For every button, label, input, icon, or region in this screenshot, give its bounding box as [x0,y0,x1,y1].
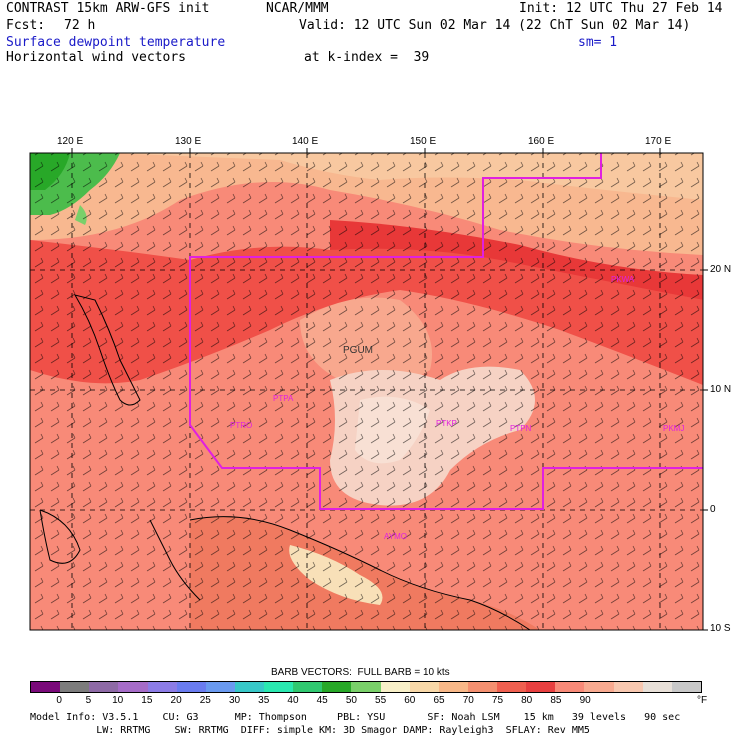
level-label: at k-index = 39 [304,50,430,65]
lon-label: 170 E [645,136,672,147]
map-field [30,153,703,630]
forecast-hours: 72 h [64,18,96,33]
model-title: CONTRAST 15km ARW-GFS init [6,1,210,16]
legend-swatch [89,682,119,692]
legend-swatch [409,682,439,692]
legend-level-label: 85 [550,695,562,706]
legend-swatch [234,682,264,692]
legend-swatch [584,682,614,692]
legend-level-label: 35 [258,695,270,706]
legend-swatch [118,682,148,692]
station-label: PTKP [436,419,457,428]
legend-level-label: 75 [491,695,504,706]
legend-level-label: 30 [228,695,241,706]
color-legend-bar [30,681,702,693]
legend-swatch [147,682,177,692]
station-label: PKMJ [663,424,685,433]
station-label: AYMO [384,532,407,541]
station-label: PKWA [611,275,635,284]
legend-swatch [176,682,206,692]
legend-swatch [438,682,468,692]
legend-swatch [642,682,672,692]
legend-level-label: 80 [521,695,533,706]
legend-swatch [497,682,527,692]
legend-level-label: 40 [287,695,299,706]
field-name: Surface dewpoint temperature [6,35,226,50]
legend-level-label: 90 [579,695,591,706]
lon-label: 140 E [292,136,319,147]
model-info-line2: LW: RRTMG SW: RRTMG DIFF: simple KM: 3D … [30,725,590,736]
legend-level-label: 5 [85,695,92,706]
init-time: Init: 12 UTC Thu 27 Feb 14 [519,1,723,16]
legend-swatch [613,682,643,692]
lat-label: 0 [710,504,716,515]
forecast-label: Fcst: [6,18,46,33]
station-label: PGUM [343,345,373,356]
legend-unit: °F [697,695,708,706]
legend-level-label: 60 [404,695,416,706]
model-info-line1: Model Info: V3.5.1 CU: G3 MP: Thompson P… [30,712,681,723]
legend-swatch [671,682,701,692]
lat-label: 20 N [710,264,732,275]
legend-level-label: 25 [199,695,211,706]
legend-swatch [380,682,410,692]
legend-level-label: 0 [56,695,62,706]
legend-swatch [526,682,556,692]
legend-swatch [205,682,235,692]
station-label: PTPA [273,394,294,403]
lat-label: 10 N [710,384,732,395]
legend-level-label: 10 [112,695,124,706]
legend-swatch [351,682,381,692]
legend-swatch [31,682,61,692]
legend-swatch [467,682,497,692]
lon-label: 160 E [528,136,555,147]
legend-level-label: 55 [375,695,387,706]
station-label: PTPN [510,424,532,433]
org-label: NCAR/MMM [266,1,329,16]
lat-label: 10 S [710,623,731,634]
legend-level-label: 70 [462,695,474,706]
legend-level-label: 65 [433,695,445,706]
vector-name: Horizontal wind vectors [6,50,187,65]
legend-level-label: 45 [316,695,328,706]
lon-label: 120 E [57,136,84,147]
legend-swatch [264,682,294,692]
barb-caption: BARB VECTORS: FULL BARB = 10 kts [271,667,450,678]
legend-level-label: 50 [345,695,357,706]
legend-swatch [555,682,585,692]
lon-label: 150 E [410,136,437,147]
station-label: PTRO [230,421,253,430]
valid-time: Valid: 12 UTC Sun 02 Mar 14 (22 ChT Sun … [299,18,691,33]
legend-swatch [322,682,352,692]
lon-label: 130 E [175,136,202,147]
legend-level-label: 15 [141,695,153,706]
smoothing-label: sm= 1 [578,35,618,50]
legend-swatch [60,682,90,692]
legend-level-label: 20 [170,695,182,706]
legend-swatch [293,682,323,692]
